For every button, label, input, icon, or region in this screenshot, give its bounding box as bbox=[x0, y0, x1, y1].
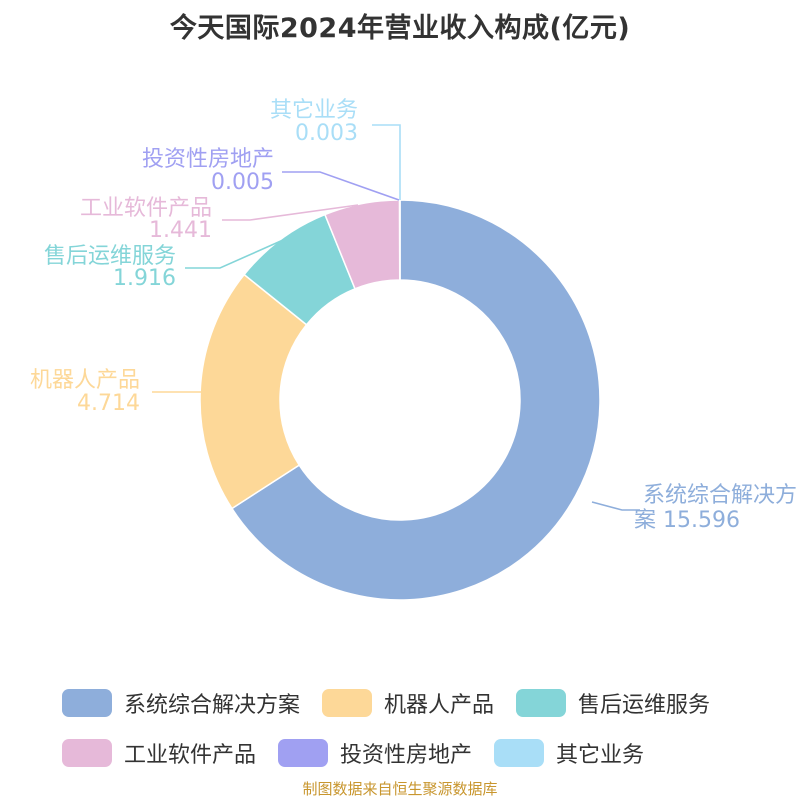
slice-value-label: 0.005 bbox=[211, 170, 274, 195]
slice-value-label: 1.916 bbox=[113, 266, 176, 291]
legend-label: 售后运维服务 bbox=[578, 693, 711, 718]
slice-value-label: 4.714 bbox=[77, 391, 140, 416]
source-note: 制图数据来自恒生聚源数据库 bbox=[302, 780, 498, 798]
legend-swatch bbox=[62, 739, 112, 767]
legend-label: 机器人产品 bbox=[384, 693, 495, 718]
legend-item[interactable]: 机器人产品 bbox=[322, 687, 494, 719]
slice-name-label: 机器人产品 bbox=[30, 368, 140, 393]
legend-label: 工业软件产品 bbox=[124, 743, 257, 768]
slice-name-label: 工业软件产品 bbox=[80, 196, 212, 221]
legend-swatch bbox=[516, 689, 567, 717]
slice-name-label: 投资性房地产 bbox=[142, 147, 274, 172]
legend-item[interactable]: 系统综合解决方案 bbox=[62, 687, 300, 719]
legend-swatch bbox=[278, 739, 329, 767]
legend-row: 工业软件产品 投资性房地产 其它业务 bbox=[62, 736, 666, 770]
leader-line bbox=[282, 171, 400, 201]
donut-segment[interactable] bbox=[230, 199, 601, 601]
slice-name-label: 其它业务 bbox=[270, 98, 358, 123]
legend-label: 其它业务 bbox=[556, 743, 645, 768]
legend-label: 系统综合解决方案 bbox=[124, 693, 301, 718]
legend-label: 投资性房地产 bbox=[340, 743, 473, 768]
donut-segment[interactable] bbox=[199, 273, 308, 510]
slice-name-label: 售后运维服务 bbox=[44, 244, 176, 269]
legend-swatch bbox=[494, 739, 545, 767]
legend-item[interactable]: 其它业务 bbox=[494, 737, 644, 769]
legend-item[interactable]: 工业软件产品 bbox=[62, 737, 256, 769]
leader-line bbox=[372, 124, 401, 200]
leader-line bbox=[222, 204, 359, 221]
slice-name-label: 系统综合解决方 bbox=[643, 483, 797, 508]
donut-segments bbox=[199, 199, 601, 601]
legend-swatch bbox=[62, 689, 112, 717]
slice-value-label: 案 15.596 bbox=[634, 508, 740, 533]
legend-item[interactable]: 投资性房地产 bbox=[278, 737, 472, 769]
slice-value-label: 1.441 bbox=[149, 218, 212, 243]
leader-line bbox=[185, 239, 284, 269]
slice-value-label: 0.003 bbox=[295, 121, 358, 146]
legend-item[interactable]: 售后运维服务 bbox=[516, 687, 710, 719]
legend-row: 系统综合解决方案 机器人产品 售后运维服务 bbox=[62, 686, 732, 720]
legend-swatch bbox=[322, 689, 373, 717]
chart-title: 今天国际2024年营业收入构成(亿元) bbox=[169, 13, 631, 44]
leader-line bbox=[591, 501, 640, 511]
